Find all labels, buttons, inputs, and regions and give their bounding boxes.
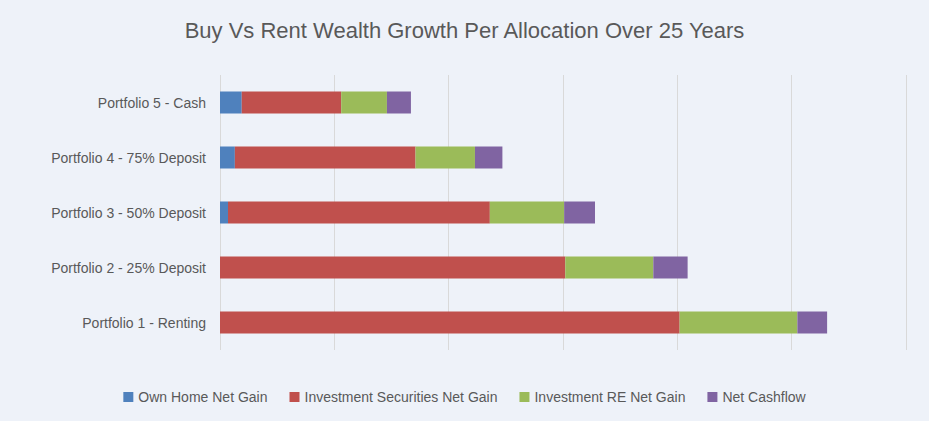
svg-text:Portfolio 2 - 25% Deposit: Portfolio 2 - 25% Deposit <box>51 260 206 276</box>
svg-text:Portfolio 1 - Renting: Portfolio 1 - Renting <box>82 315 206 331</box>
svg-text:Buy Vs Rent Wealth Growth Per: Buy Vs Rent Wealth Growth Per Allocation… <box>185 18 745 43</box>
svg-text:Portfolio 5 - Cash: Portfolio 5 - Cash <box>98 95 206 111</box>
svg-text:Portfolio 3 - 50% Deposit: Portfolio 3 - 50% Deposit <box>51 205 206 221</box>
svg-text:Portfolio 4 - 75% Deposit: Portfolio 4 - 75% Deposit <box>51 150 206 166</box>
svg-text:Investment RE Net Gain: Investment RE Net Gain <box>534 389 685 405</box>
svg-text:Net Cashflow: Net Cashflow <box>722 389 806 405</box>
svg-text:Investment Securities Net Gain: Investment Securities Net Gain <box>304 389 497 405</box>
svg-text:Own Home Net Gain: Own Home Net Gain <box>138 389 267 405</box>
